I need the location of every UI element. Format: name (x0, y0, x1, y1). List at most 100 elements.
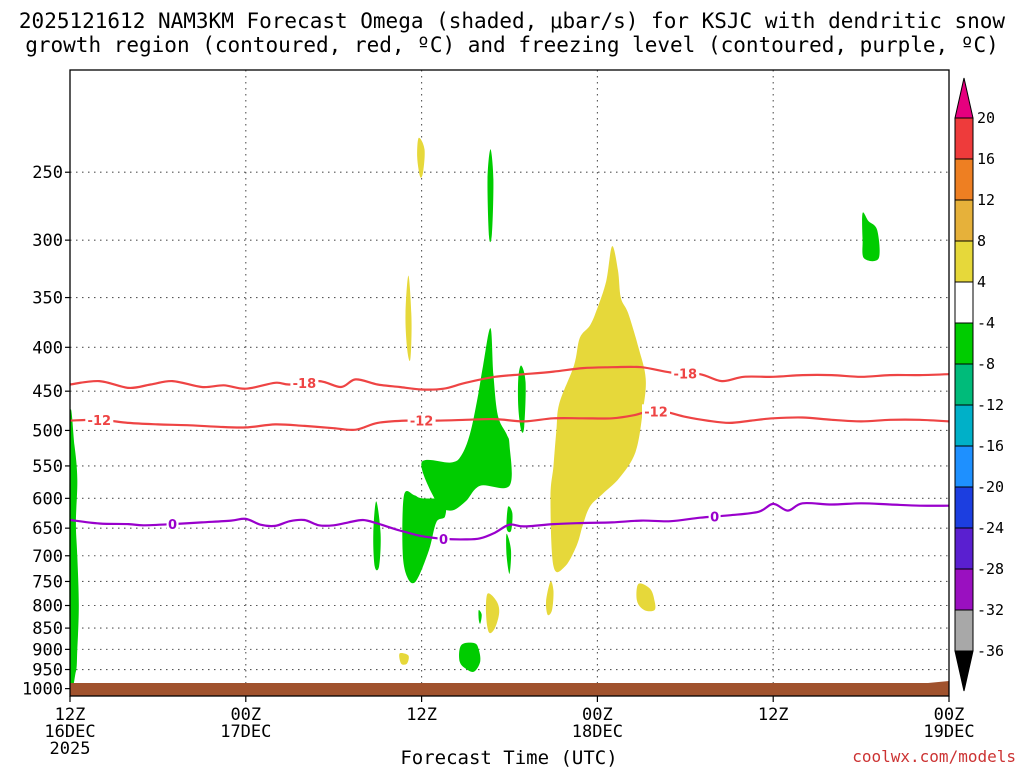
omega-region-8 (459, 642, 481, 672)
colorbar-label-11: -28 (977, 560, 1004, 578)
x-axis-title: Forecast Time (UTC) (400, 747, 617, 768)
x-tick-label-0-1: 16DEC (44, 722, 95, 742)
colorbar-label-8: -16 (977, 437, 1004, 455)
x-tick-label-36-0: 00Z (582, 705, 613, 725)
y-tick-label-850: 850 (32, 619, 63, 639)
colorbar-bin-7 (954, 404, 974, 447)
y-tick-label-450: 450 (32, 382, 63, 402)
x-tick-label-0-0: 12Z (55, 705, 86, 725)
omega-region-14 (485, 593, 500, 634)
contour-label-0-1: 0 (439, 533, 448, 548)
colorbar-label-7: -12 (977, 396, 1004, 414)
omega-region-13 (399, 653, 409, 665)
contour-label-bg-m12-1 (407, 413, 436, 428)
ground-layer (70, 681, 949, 696)
colorbar-bin-3 (954, 240, 974, 283)
contour-label-bg-m18-0 (290, 375, 319, 390)
omega-region-3 (421, 328, 512, 511)
contour-label-m12-0: -12 (88, 414, 112, 429)
y-tick-label-300: 300 (32, 231, 63, 251)
x-tick-label-24-0: 12Z (406, 705, 437, 725)
x-tick-label-60-0: 00Z (934, 705, 965, 725)
y-tick-label-700: 700 (32, 547, 63, 567)
plot-frame (69, 69, 950, 697)
ground-surface (70, 681, 949, 696)
colorbar-bin-1 (954, 158, 974, 201)
colorbar-bin-11 (954, 568, 974, 611)
omega-region-12 (405, 275, 412, 362)
contour-line-m18 (69, 365, 950, 391)
y-tick-label-400: 400 (32, 338, 63, 358)
y-tick-label-650: 650 (32, 519, 63, 539)
contour-label-0-2: 0 (710, 511, 719, 526)
x-tick-label-0-2: 2025 (50, 739, 91, 759)
colorbar-label-2: 12 (977, 191, 995, 209)
y-tick-label-350: 350 (32, 289, 63, 309)
colorbar-bin-2 (954, 199, 974, 242)
contour-label-m12-1: -12 (410, 415, 434, 430)
omega-region-5 (517, 365, 526, 433)
x-tick-label-60-1: 19DEC (923, 722, 974, 742)
contour-label-bg-m12-2 (642, 404, 670, 419)
x-tick-label-36-1: 18DEC (572, 722, 623, 742)
x-tick-label-48-0: 12Z (758, 705, 789, 725)
colorbar-bin-8 (954, 445, 974, 488)
omega-region-11 (417, 137, 425, 178)
colorbar-bin-5 (954, 322, 974, 365)
colorbar-label-12: -32 (977, 601, 1004, 619)
colorbar-under-arrow (954, 650, 974, 692)
colorbar-label-9: -20 (977, 478, 1004, 496)
colorbar-label-4: 4 (977, 273, 986, 291)
y-tick-label-250: 250 (32, 163, 63, 183)
contour-label-m12-2: -12 (644, 405, 668, 420)
x-tick-label-12-1: 17DEC (220, 722, 271, 742)
omega-region-4 (487, 149, 494, 243)
colorbar-bin-9 (954, 486, 974, 529)
y-tick-label-800: 800 (32, 597, 63, 617)
omega-region-10 (862, 212, 880, 262)
contour-label-m18-0: -18 (293, 377, 317, 392)
colorbar-label-3: 8 (977, 232, 986, 250)
contour-label-0-0: 0 (168, 518, 177, 533)
y-tick-label-600: 600 (32, 489, 63, 509)
colorbar-over-arrow (954, 77, 974, 119)
contour-line-0 (69, 501, 950, 541)
omega-region-1 (373, 501, 381, 571)
y-tick-label-1000: 1000 (22, 680, 63, 700)
omega-region-9 (478, 609, 482, 624)
omega-region-7 (506, 533, 512, 574)
colorbar-bin-0 (954, 117, 974, 160)
colorbar-label-10: -24 (977, 519, 1004, 537)
x-tick-label-12-0: 00Z (230, 705, 261, 725)
contour-label-bg-m18-1 (671, 366, 700, 381)
plot-area (70, 70, 949, 696)
y-tick-label-950: 950 (32, 661, 63, 681)
colorbar-bin-12 (954, 609, 974, 652)
colorbar-bin-6 (954, 363, 974, 406)
contour-label-bg-m12-0 (85, 412, 114, 427)
credit-link[interactable]: coolwx.com/models (852, 747, 1016, 766)
colorbar-bin-10 (954, 527, 974, 570)
y-tick-label-550: 550 (32, 457, 63, 477)
y-tick-label-900: 900 (32, 640, 63, 660)
colorbar-label-0: 20 (977, 109, 995, 127)
colorbar-label-1: 16 (977, 150, 995, 168)
colorbar-label-6: -8 (977, 355, 995, 373)
colorbar: 20 16 12 8 4 -4 -8 -12 -16 -20 -24 -28 -32 -36 (954, 77, 1004, 692)
contour-layer: -18 -18 -12 -12 -12 0 0 0 (69, 365, 950, 548)
omega-region-17 (636, 583, 656, 612)
contour-label-bg-0-1 (437, 531, 450, 546)
colorbar-label-5: -4 (977, 314, 995, 332)
omega-region-16 (550, 246, 646, 573)
chart-title-line-2: growth region (contoured, red, ºC) and f… (25, 33, 999, 57)
colorbar-bin-4 (954, 281, 974, 324)
y-tick-label-500: 500 (32, 421, 63, 441)
contour-label-m18-1: -18 (674, 367, 698, 382)
colorbar-label-13: -36 (977, 642, 1004, 660)
contour-line-m12 (69, 409, 950, 432)
pressure-axis: 2503003504004505005506006507007508008509… (22, 163, 70, 700)
omega-region-15 (545, 581, 554, 616)
contour-label-bg-0-0 (166, 517, 179, 532)
